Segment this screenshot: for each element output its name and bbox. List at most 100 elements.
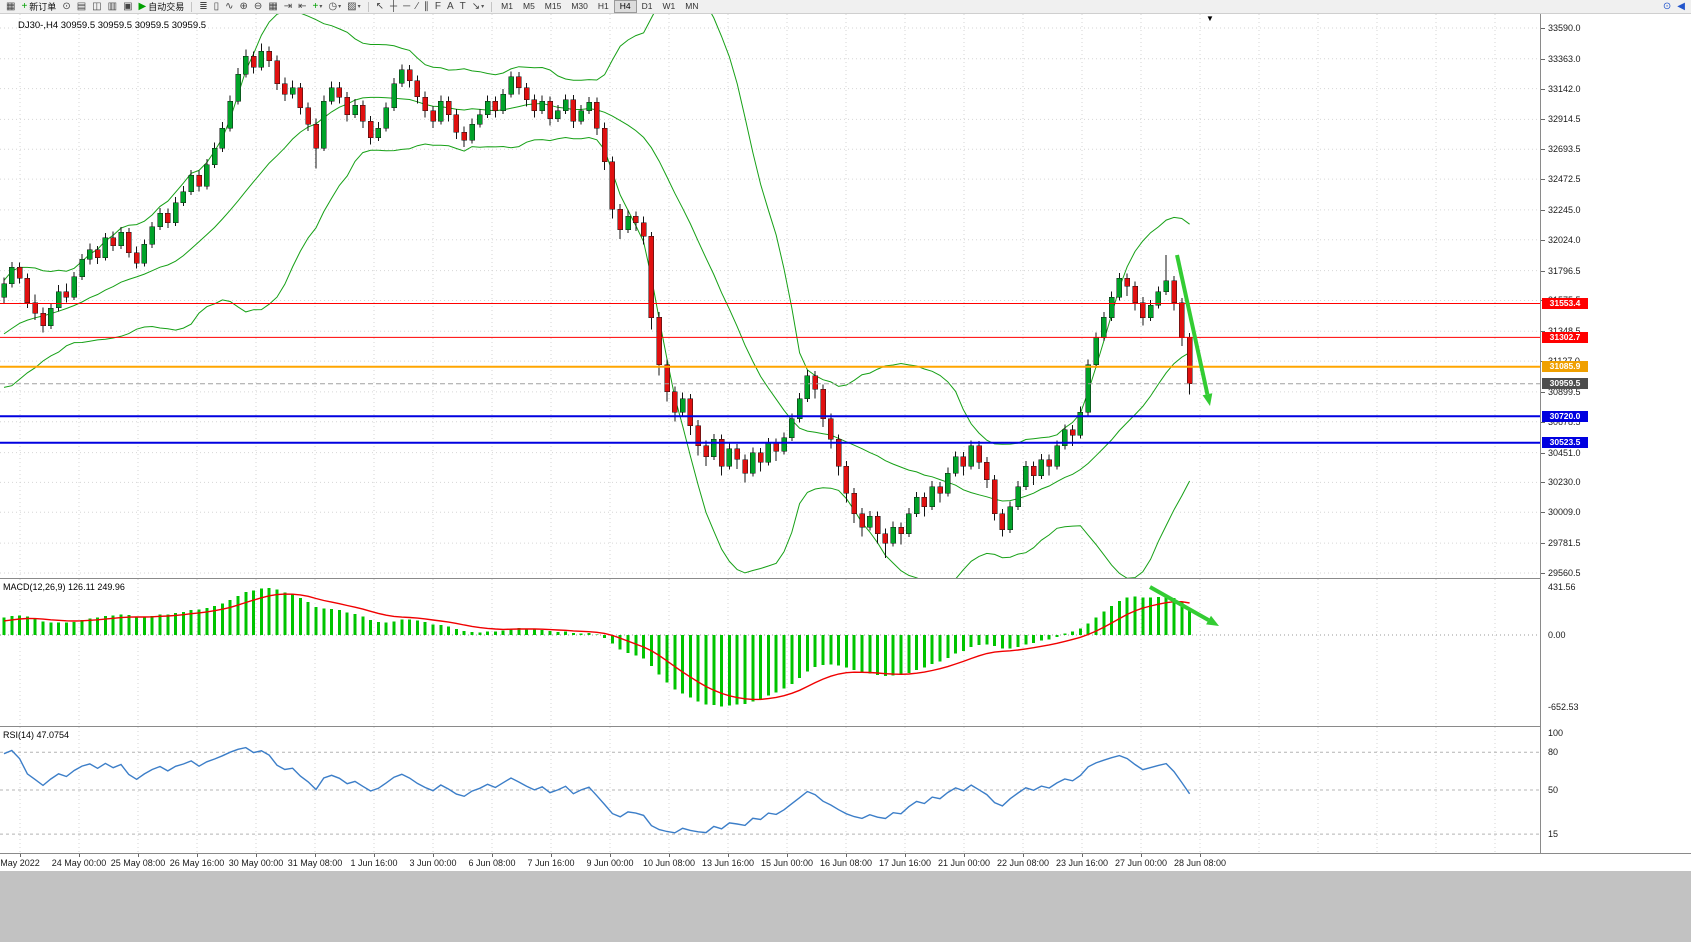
price-tick-mark [1541, 271, 1545, 272]
line-chart-icon[interactable]: ∿ [222, 0, 236, 13]
date-label: 25 May 08:00 [110, 858, 166, 868]
compass-icon[interactable]: ⊙ [59, 0, 73, 13]
date-tick-mark [846, 854, 847, 857]
timeframe-m5[interactable]: M5 [522, 1, 535, 11]
macd-axis-label: -652.53 [1548, 702, 1579, 712]
zoom-in-icon[interactable]: ⊕ [237, 0, 251, 13]
arrows-icon: ↘ [471, 1, 481, 12]
chart-shift-icon[interactable]: ⇤ [295, 0, 309, 13]
price-tick-mark [1541, 453, 1545, 454]
price-tick-label: 29560.5 [1548, 568, 1581, 578]
timeframe-m30[interactable]: M30 [571, 1, 588, 11]
compass-icon: ⊙ [62, 1, 71, 12]
trendline-icon[interactable]: ∕ [413, 0, 421, 13]
toolbar: ▦ + 新订单 ⊙ ▤ ◫ ▥ ▣ ▶ 自动交易 ≣ ▯ ∿ ⊕ ⊖ ▦ ⇥ ⇤ + ▾ ◷ ▾ ▨ ▾ ↖ ┼ ─ ∕ ∥ F A T ↘ ▾ M… [0, 0, 1691, 14]
autotrading-button-label: 自动交易 [148, 2, 185, 12]
data-window-icon[interactable]: ◫ [89, 0, 104, 13]
cursor-icon[interactable]: ↖ [373, 0, 387, 13]
price-tick-label: 30451.0 [1548, 448, 1581, 458]
date-label: 15 Jun 00:00 [760, 858, 814, 868]
dropdown-caret-icon[interactable]: ▾ [357, 4, 361, 10]
price-level-badge: 31085.9 [1542, 361, 1588, 372]
add-indicator-button[interactable]: + ▾ [310, 0, 326, 13]
price-tick-label: 33142.0 [1548, 84, 1581, 94]
panel-separator[interactable] [0, 578, 1691, 579]
terminal-icon[interactable]: ▣ [120, 0, 135, 13]
panel-separator[interactable] [0, 726, 1691, 727]
timeframe-d1[interactable]: D1 [641, 1, 653, 11]
text-icon[interactable]: A [444, 0, 457, 13]
periods-icon[interactable]: ◷ ▾ [325, 0, 344, 13]
rsi-axis-label: 50 [1548, 785, 1559, 795]
date-label: 16 Jun 08:00 [819, 858, 873, 868]
bar-chart-icon[interactable]: ≣ [196, 0, 210, 13]
date-tick-mark [374, 854, 375, 857]
price-tick-label: 29781.5 [1548, 538, 1581, 548]
date-tick-mark [315, 854, 316, 857]
macd-histogram [2, 588, 1192, 707]
timeframe-h4[interactable]: H4 [613, 0, 637, 13]
autotrading-button[interactable]: ▶ 自动交易 [136, 0, 188, 13]
dropdown-caret-icon[interactable]: ▾ [481, 4, 485, 10]
dock-icon[interactable]: ◀ [1674, 0, 1688, 13]
date-label: 24 May 00:00 [51, 858, 107, 868]
macd-grid [19, 579, 1496, 726]
market-watch-icon[interactable]: ▤ [74, 0, 89, 13]
crosshair-icon[interactable]: ┼ [387, 0, 400, 13]
timeframe-m1[interactable]: M1 [501, 1, 513, 11]
macd-canvas[interactable] [0, 579, 1540, 726]
macd-down-arrow[interactable] [1149, 585, 1219, 626]
timeframe-mn[interactable]: MN [685, 1, 699, 11]
price-down-arrow[interactable] [1175, 254, 1213, 406]
price-level-badge: 31553.4 [1542, 298, 1588, 309]
horizontal-line-icon[interactable]: ─ [400, 0, 413, 13]
price-tick-mark [1541, 331, 1545, 332]
price-tick-label: 30009.0 [1548, 507, 1581, 517]
templates-icon[interactable]: ▨ ▾ [344, 0, 363, 13]
trendline-icon: ∕ [416, 1, 418, 12]
navigator-icon: ▥ [107, 1, 118, 12]
macd-axis-label: 0.00 [1548, 630, 1566, 640]
price-chart-panel[interactable]: DJ30-,H4 30959.5 30959.5 30959.5 30959.5… [0, 14, 1540, 578]
price-tick-mark [1541, 543, 1545, 544]
dropdown-caret-icon[interactable]: ▾ [338, 4, 342, 10]
tile-windows-icon[interactable]: ▦ [265, 0, 280, 13]
text-label-icon[interactable]: T [457, 0, 469, 13]
chart-ohlc-values: 30959.5 30959.5 30959.5 30959.5 [60, 20, 207, 31]
auto-scroll-icon[interactable]: ⇥ [281, 0, 295, 13]
price-tick-label: 32245.0 [1548, 205, 1581, 215]
timeframe-w1[interactable]: W1 [662, 1, 676, 11]
price-tick-label: 30899.5 [1548, 387, 1581, 397]
time-axis[interactable]: May 2022 24 May 00:00 25 May 08:00 26 May 1… [0, 853, 1691, 871]
arrows-icon[interactable]: ↘ ▾ [469, 0, 487, 13]
navigator-icon[interactable]: ▥ [105, 0, 120, 13]
hlines-layer[interactable] [0, 303, 1540, 444]
dropdown-caret-icon[interactable]: ▾ [319, 4, 323, 10]
horizontal-line-icon: ─ [403, 1, 411, 12]
fibonacci-icon[interactable]: F [432, 0, 444, 13]
date-label: 6 Jun 08:00 [468, 858, 516, 868]
macd-name: MACD(12,26,9) [3, 582, 66, 592]
new-chart-icon: ▦ [6, 1, 16, 12]
price-chart-canvas[interactable] [0, 14, 1540, 578]
price-tick-label: 33363.0 [1548, 54, 1581, 64]
search-icon[interactable]: ⊙ [1660, 0, 1674, 13]
zoom-out-icon[interactable]: ⊖ [251, 0, 265, 13]
macd-panel[interactable]: MACD(12,26,9) 126.11 249.96 [0, 579, 1540, 726]
channel-icon[interactable]: ∥ [421, 0, 432, 13]
date-tick-mark [138, 854, 139, 857]
date-tick-mark [492, 854, 493, 857]
timeframe-h1[interactable]: H1 [597, 1, 609, 11]
new-order-button[interactable]: + 新订单 [18, 0, 59, 13]
candlestick-chart-icon[interactable]: ▯ [211, 0, 223, 13]
date-tick-mark [905, 854, 906, 857]
rsi-canvas[interactable] [0, 727, 1540, 853]
date-label: 22 Jun 08:00 [996, 858, 1050, 868]
rsi-name: RSI(14) [3, 730, 35, 740]
price-axis[interactable]: 33590.0 33363.0 33142.0 32914.5 32693.5 32472… [1540, 14, 1691, 853]
date-label: 28 Jun 08:00 [1173, 858, 1227, 868]
date-label: May 2022 [0, 858, 40, 868]
timeframe-m15[interactable]: M15 [544, 1, 562, 11]
new-chart-icon[interactable]: ▦ [3, 0, 18, 13]
rsi-panel[interactable]: RSI(14) 47.0754 [0, 727, 1540, 853]
